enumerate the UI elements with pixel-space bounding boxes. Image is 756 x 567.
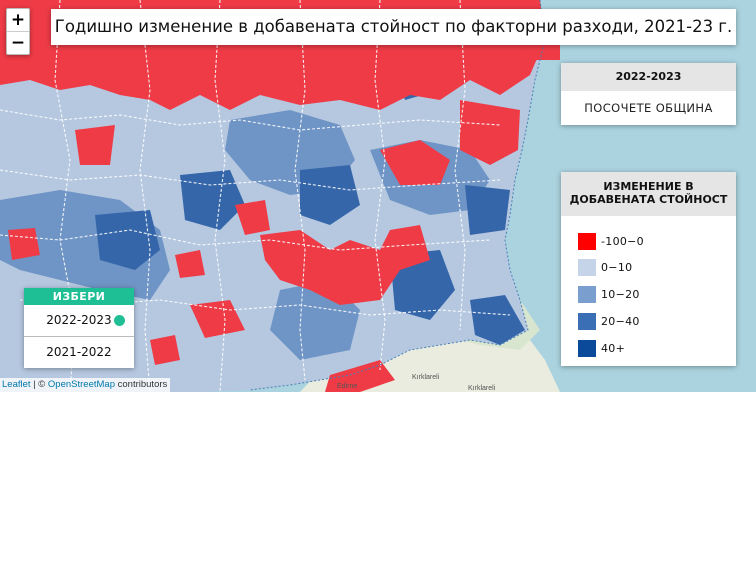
attribution-suffix: contributors <box>115 379 168 390</box>
selected-dot-icon <box>114 315 125 326</box>
year-selector: ИЗБЕРИ 2022-2023 2021-2022 <box>24 288 134 368</box>
legend-swatch <box>578 286 596 304</box>
country-border <box>249 0 546 391</box>
legend-items: -100−0 0−10 10−20 20−40 40+ <box>561 216 736 357</box>
place-label-kirklareli: Kırklareli <box>412 374 440 381</box>
legend-item: 0−10 <box>578 259 736 277</box>
region-red-small-a <box>235 200 270 235</box>
legend-title-line-1: ИЗМЕНЕНИЕ В <box>603 180 694 193</box>
region-dark-west <box>95 210 160 270</box>
legend-swatch <box>578 232 596 250</box>
place-label-kirklareli-2: Kırklareli <box>468 385 496 392</box>
year-option-2021-2022[interactable]: 2021-2022 <box>24 336 134 368</box>
region-red-small-d <box>8 228 40 260</box>
legend-item: 20−40 <box>578 312 736 330</box>
osm-link[interactable]: OpenStreetMap <box>47 379 115 390</box>
legend-item: 40+ <box>578 339 736 357</box>
legend-title: ИЗМЕНЕНИЕ В ДОБАВЕНАТА СТОЙНОСТ <box>561 172 736 216</box>
attribution-separator: | © <box>30 379 48 390</box>
municipality-borders <box>0 0 511 392</box>
region-red-shumen <box>380 140 450 185</box>
map-title: Годишно изменение в добавената стойност … <box>51 9 736 45</box>
region-dark-coast <box>465 185 510 235</box>
region-red-varna <box>460 100 520 165</box>
leaflet-link[interactable]: Leaflet <box>2 379 31 390</box>
region-red-small-e <box>150 335 180 365</box>
year-selector-title: ИЗБЕРИ <box>24 288 134 305</box>
map-attribution: Leaflet | © OpenStreetMap contributors <box>0 378 171 392</box>
region-red-small-c <box>175 250 205 278</box>
map[interactable]: Edirne Kırklareli Kırklareli + − Годишно… <box>0 0 756 392</box>
year-option-2022-2023[interactable]: 2022-2023 <box>24 305 134 336</box>
info-panel: 2022-2023 ПОСОЧЕТЕ ОБЩИНА <box>561 63 736 125</box>
zoom-control: + − <box>6 8 30 55</box>
legend-item: -100−0 <box>578 232 736 250</box>
legend-label: -100−0 <box>601 234 644 248</box>
region-dark-strandzha <box>470 295 525 345</box>
place-label-edirne: Edirne <box>337 383 357 390</box>
region-red-south <box>325 360 395 392</box>
legend-label: 10−20 <box>601 288 640 302</box>
zoom-in-button[interactable]: + <box>10 10 26 30</box>
legend-title-line-2: ДОБАВЕНАТА СТОЙНОСТ <box>569 193 728 206</box>
legend-swatch <box>578 259 596 277</box>
region-dark-central-east <box>300 165 360 225</box>
legend-label: 20−40 <box>601 314 640 328</box>
legend-swatch <box>578 339 596 357</box>
legend: ИЗМЕНЕНИЕ В ДОБАВЕНАТА СТОЙНОСТ -100−0 0… <box>561 172 736 366</box>
region-red-lovech <box>75 125 115 165</box>
year-option-label: 2022-2023 <box>46 313 112 327</box>
legend-swatch <box>578 312 596 330</box>
zoom-out-button[interactable]: − <box>7 31 29 54</box>
legend-item: 10−20 <box>578 286 736 304</box>
region-dark-center <box>180 170 245 230</box>
info-panel-prompt: ПОСОЧЕТЕ ОБЩИНА <box>584 101 713 115</box>
legend-label: 0−10 <box>601 261 633 275</box>
info-panel-year: 2022-2023 <box>561 63 736 91</box>
legend-label: 40+ <box>601 341 626 355</box>
year-option-label: 2021-2022 <box>46 345 112 359</box>
